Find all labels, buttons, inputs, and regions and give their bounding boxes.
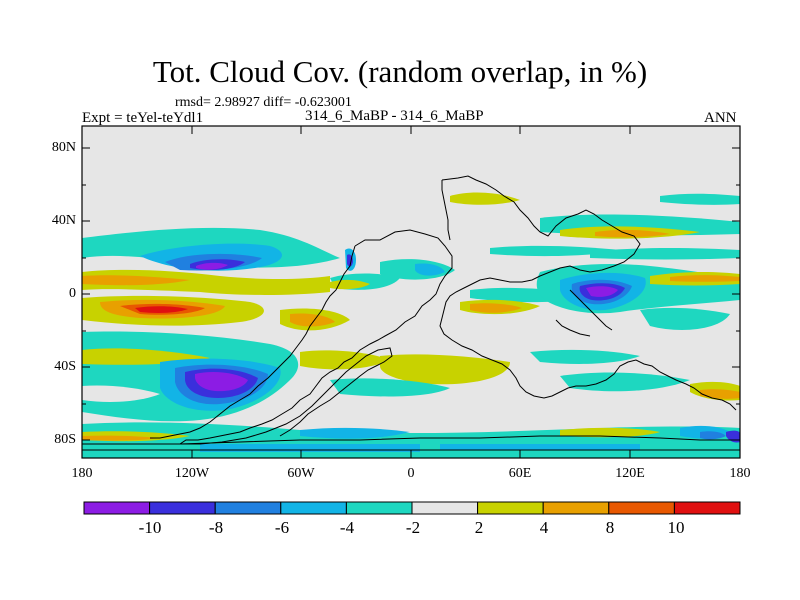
contour-region xyxy=(82,275,190,286)
axis-ticks xyxy=(81,126,741,458)
experiment-label: Expt = teYel-teYdl1 xyxy=(82,110,204,126)
colorbar-swatch xyxy=(149,501,216,515)
contour-region xyxy=(82,385,160,402)
y-tick-label: 80S xyxy=(54,432,76,447)
case-label: 314_6_MaBP - 314_6_MaBP xyxy=(305,108,484,124)
contour-region xyxy=(560,427,660,438)
x-tick-label: 60E xyxy=(508,466,532,481)
y-tick-label: 40N xyxy=(51,213,76,228)
contour-region xyxy=(300,427,410,439)
colorbar-label: -2 xyxy=(405,518,421,537)
x-tick-label: 120E xyxy=(615,466,645,481)
coastline xyxy=(569,289,613,331)
contour-region xyxy=(640,307,730,330)
colorbar-swatch xyxy=(673,501,741,515)
contour-region xyxy=(660,193,740,205)
colorbar-label: -8 xyxy=(208,518,224,537)
colorbar-label: 8 xyxy=(605,518,615,537)
colorbar-swatch xyxy=(477,501,544,515)
coastline xyxy=(82,435,740,445)
contour-region xyxy=(195,372,248,392)
x-tick-label: 120W xyxy=(174,466,210,481)
contour-region xyxy=(330,378,450,397)
contour-region xyxy=(560,372,690,392)
coastline xyxy=(555,319,591,337)
contour-region xyxy=(670,275,740,282)
coastline xyxy=(439,175,737,411)
contour-region xyxy=(590,248,740,260)
contour-region xyxy=(586,286,618,297)
contour-region xyxy=(196,262,228,270)
contour-region xyxy=(135,306,188,313)
x-tick-label: 180 xyxy=(729,466,751,481)
colorbar-label: 2 xyxy=(474,518,484,537)
contour-region xyxy=(290,313,335,327)
colorbar-swatch xyxy=(608,501,675,515)
colorbar-swatch xyxy=(83,501,151,515)
colorbar-swatch xyxy=(214,501,282,515)
contour-region xyxy=(470,303,522,313)
coastline xyxy=(150,245,356,439)
colorbar-label: 4 xyxy=(539,518,549,537)
contour-region xyxy=(440,444,640,450)
contour-region xyxy=(530,349,640,364)
contour-region xyxy=(700,389,740,399)
contour-region xyxy=(200,444,420,452)
contour-region xyxy=(450,192,520,205)
colorbar-label: -6 xyxy=(274,518,290,537)
contour-region xyxy=(700,431,726,440)
x-tick-label: 0 xyxy=(407,466,415,481)
y-tick-label: 0 xyxy=(69,286,76,301)
contour-field xyxy=(82,126,740,458)
coastline xyxy=(441,180,451,241)
colorbar-swatch xyxy=(345,501,413,515)
contour-region xyxy=(380,354,510,385)
contour-region xyxy=(415,263,445,276)
colorbar-label: 10 xyxy=(667,518,685,537)
contour-region xyxy=(82,269,330,295)
stats-text: rmsd= 2.98927 diff= -0.623001 xyxy=(175,95,352,110)
season-label: ANN xyxy=(704,110,737,126)
colorbar-swatch xyxy=(542,501,610,515)
x-tick-label: 60W xyxy=(287,466,315,481)
coastline xyxy=(178,229,453,445)
contour-region xyxy=(490,245,620,257)
colorbar-swatch xyxy=(280,501,347,515)
colorbar xyxy=(83,501,741,515)
colorbar-label: -10 xyxy=(138,518,162,537)
y-tick-label: 80N xyxy=(51,140,76,155)
colorbar-label: -4 xyxy=(339,518,355,537)
contour-region xyxy=(82,435,160,441)
y-tick-label: 40S xyxy=(54,359,76,374)
colorbar-swatch xyxy=(411,501,479,515)
x-tick-label: 180 xyxy=(71,466,93,481)
contour-region xyxy=(595,229,670,238)
map-title: Tot. Cloud Cov. (random overlap, in %) xyxy=(152,54,648,89)
